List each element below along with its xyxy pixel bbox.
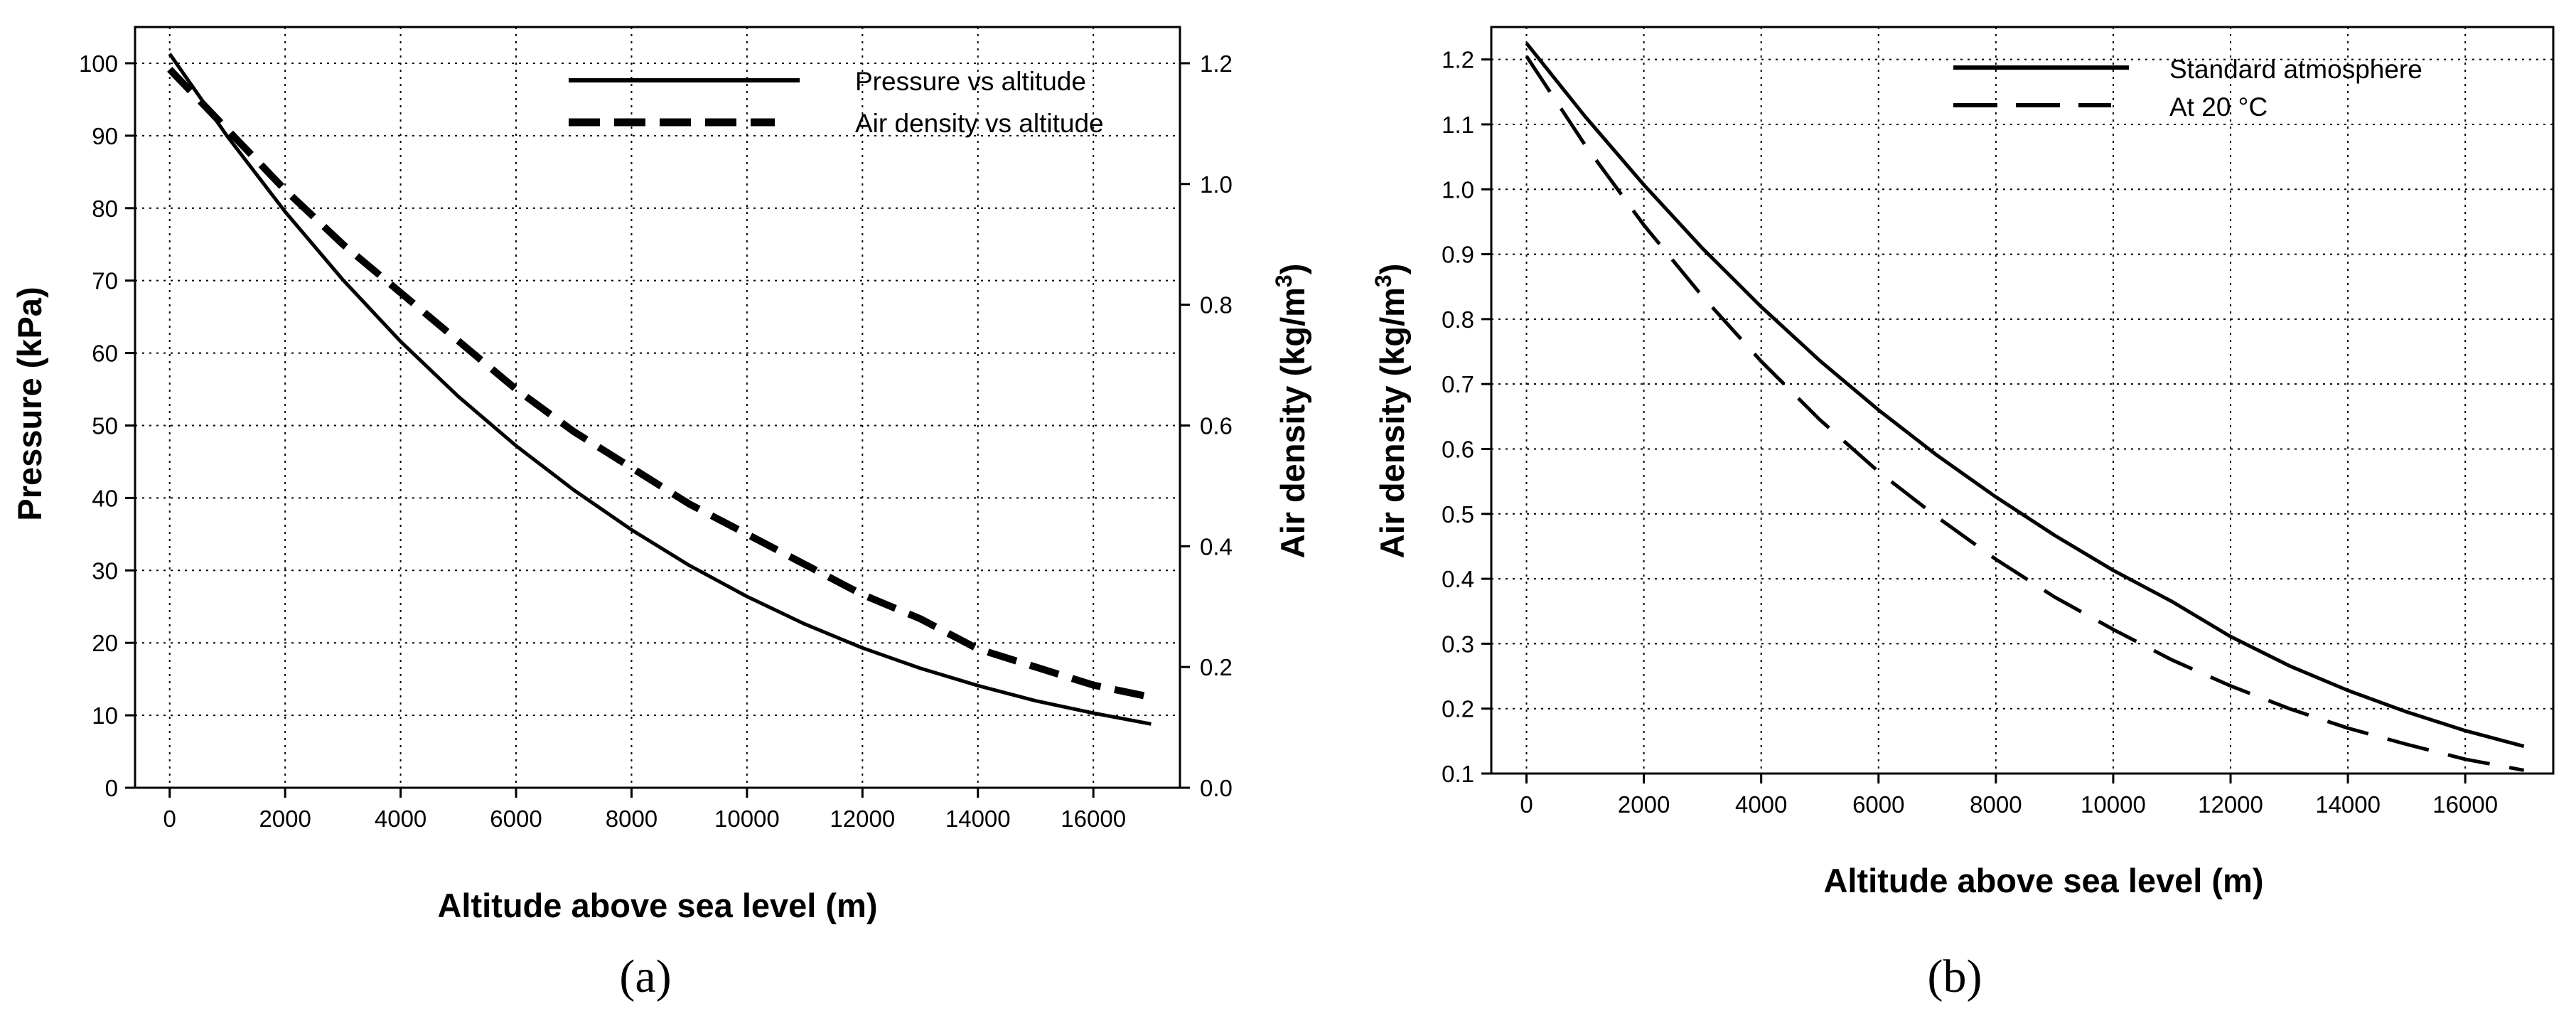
chart-a-xtick-label-0: 0 [163,806,176,832]
chart-b-series [1525,42,2525,772]
chart-a-y2tick-label-2: 0.4 [1200,533,1233,560]
chart-a-xtick-label-1: 2000 [259,806,311,832]
chart-b-series-line-0 [1525,42,2525,749]
chart-a-series [167,53,1152,726]
chart-b-xtick-label-1: 2000 [1618,791,1670,818]
chart-b-axes: 0 2000 4000 6000 8000 10000 12000 14000 16000 0.1… [1442,26,2555,818]
legend-label-pressure: Pressure vs altitude [855,67,1086,96]
chart-a-ytick-label-3: 30 [92,557,118,584]
chart-b-ytick-label-6: 0.7 [1442,371,1474,397]
chart-b: 0 2000 4000 6000 8000 10000 12000 14000 16000 0.1… [1370,26,2555,1002]
chart-b-xtick-label-3: 6000 [1852,791,1904,818]
chart-a-xtick-label-2: 4000 [375,806,426,832]
chart-b-ytick-label-4: 0.5 [1442,501,1474,528]
chart-a-series-line-1 [167,66,1152,701]
chart-b-ylabel: Air density (kg/m3) [1370,264,1411,559]
chart-a-y2label: Air density (kg/m3) [1271,264,1311,559]
chart-a-ytick-label-5: 50 [92,412,118,439]
chart-a-ytick-label-8: 80 [92,196,118,222]
legend-label-20c: At 20 °C [2169,92,2268,122]
chart-a-ytick-label-10: 100 [79,50,118,77]
chart-a-xtick-label-5: 10000 [714,806,780,832]
chart-a-ytick-label-7: 70 [92,268,118,294]
chart-a-y2tick-label-3: 0.6 [1200,412,1233,439]
chart-b-xtick-label-8: 16000 [2432,791,2498,818]
chart-a-legend: Pressure vs altitude Air density vs alti… [569,67,1104,138]
chart-a-xlabel: Altitude above sea level (m) [437,887,877,924]
chart-b-ytick-label-8: 0.9 [1442,242,1474,268]
chart-b-xtick-label-7: 14000 [2315,791,2381,818]
chart-b-series-line-1 [1525,55,2525,772]
chart-b-panel-label: (b) [1928,951,1982,1002]
chart-a-ytick-label-6: 60 [92,341,118,367]
chart-a-xtick-label-8: 16000 [1061,806,1126,832]
chart-a-grid [135,27,1180,788]
chart-a-xtick-label-3: 6000 [490,806,542,832]
chart-b-ytick-label-1: 0.2 [1442,696,1474,722]
chart-b-frame [1490,26,2555,775]
chart-a-xtick-label-7: 14000 [945,806,1011,832]
chart-b-ytick-label-5: 0.6 [1442,436,1474,462]
chart-b-xtick-label-2: 4000 [1735,791,1787,818]
chart-a-frame [134,26,1181,789]
chart-a-ytick-label-9: 90 [92,123,118,149]
chart-b-xtick-label-0: 0 [1520,791,1533,818]
chart-b-ytick-label-9: 1.0 [1442,176,1474,203]
chart-a-ytick-label-0: 0 [105,775,118,801]
chart-a-y2tick-label-6: 1.2 [1200,50,1233,77]
chart-b-xtick-label-6: 12000 [2198,791,2263,818]
chart-b-xtick-label-4: 8000 [1970,791,2022,818]
chart-b-grid [1491,27,2553,774]
chart-a-y2tick-label-1: 0.2 [1200,654,1233,680]
chart-b-ytick-label-11: 1.2 [1442,47,1474,73]
chart-a-y2tick-label-4: 0.8 [1200,292,1233,319]
chart-a-series-line-0 [168,53,1152,726]
chart-a-panel-label: (a) [619,951,671,1002]
chart-b-xlabel: Altitude above sea level (m) [1823,862,2263,899]
chart-a-ytick-label-2: 20 [92,630,118,656]
chart-a-y2tick-label-0: 0.0 [1200,775,1233,801]
chart-a-xtick-label-6: 12000 [830,806,895,832]
chart-b-xtick-label-5: 10000 [2081,791,2146,818]
chart-a: 0 2000 4000 6000 8000 10000 12000 14000 16000 0 10… [11,26,1311,1002]
chart-a-ylabel: Pressure (kPa) [11,287,48,520]
chart-b-ytick-label-10: 1.1 [1442,112,1474,138]
chart-b-ytick-label-7: 0.8 [1442,306,1474,333]
chart-b-legend: Standard atmosphere At 20 °C [1953,55,2422,122]
chart-a-xtick-label-4: 8000 [606,806,658,832]
chart-a-y2tick-label-5: 1.0 [1200,171,1233,198]
chart-b-ytick-label-2: 0.3 [1442,631,1474,657]
legend-label-density: Air density vs altitude [855,109,1104,138]
chart-a-axes: 0 2000 4000 6000 8000 10000 12000 14000 16000 0 10… [79,26,1233,832]
chart-a-ytick-label-4: 40 [92,485,118,511]
legend-label-standard: Standard atmosphere [2169,55,2422,84]
chart-a-ytick-label-1: 10 [92,702,118,729]
chart-b-ytick-label-0: 0.1 [1442,761,1474,787]
chart-b-ytick-label-3: 0.4 [1442,566,1474,592]
